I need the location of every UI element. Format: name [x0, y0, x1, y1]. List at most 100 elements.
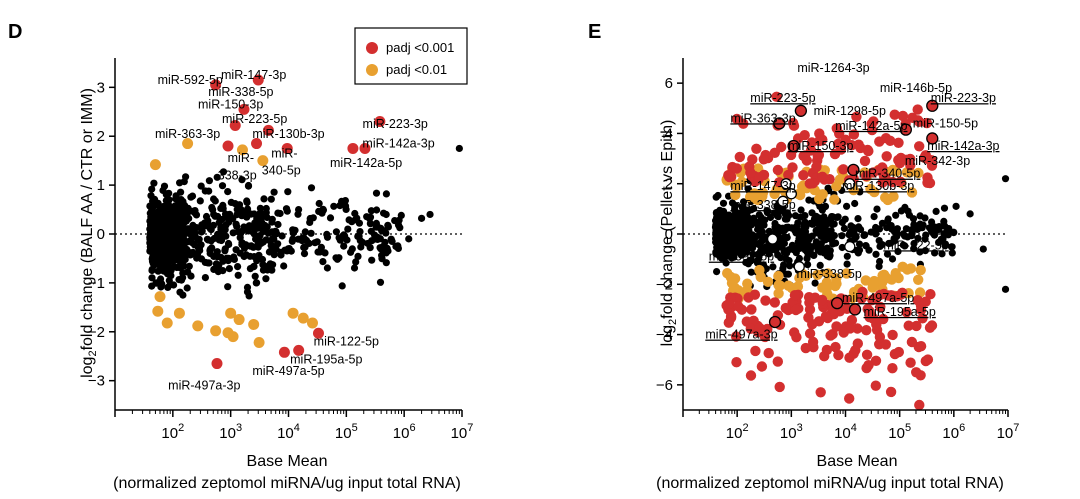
panel-e-xlabel-sub: (normalized zeptomol miRNA/ug input tota…: [656, 475, 1004, 492]
data-point-black: [306, 214, 314, 223]
data-point-black: [888, 255, 897, 263]
data-point-orange: [830, 280, 841, 292]
data-point-orange: [755, 271, 766, 283]
data-point-red: [924, 177, 936, 189]
data-point-red: [759, 331, 771, 343]
data-point-red: [312, 327, 324, 339]
data-point-black: [270, 188, 278, 196]
data-point-red: [374, 116, 386, 128]
panel-e-ylabel: log2fold change (Pellet vs Epith): [659, 120, 679, 347]
data-point-black: [719, 199, 728, 207]
data-point-red: [731, 357, 742, 368]
data-point-black: [205, 177, 213, 185]
data-point-red: [790, 304, 802, 316]
data-point-black: [179, 262, 188, 270]
data-point-red: [734, 151, 745, 163]
data-point-red: [789, 290, 801, 301]
data-point-red: [731, 163, 742, 174]
data-point-black: [194, 236, 202, 244]
data-point-black: [274, 220, 282, 229]
data-point-black: [713, 268, 721, 276]
data-point-black: [254, 243, 262, 251]
data-point-black: [816, 261, 824, 269]
data-point-black: [197, 182, 205, 190]
data-point-red: [926, 320, 938, 331]
data-point-black: [754, 240, 762, 248]
data-point-black: [894, 247, 902, 256]
data-point-red: [905, 160, 916, 171]
data-point-red: [920, 296, 931, 307]
data-point-black: [829, 240, 837, 248]
panel-d-xlabel: Base Mean: [247, 453, 328, 470]
data-point-black: [712, 217, 720, 225]
x-tick-base: 10: [161, 425, 178, 442]
data-point-black: [154, 199, 162, 207]
data-point-black: [899, 241, 907, 249]
data-point-red: [914, 399, 925, 411]
data-point-orange: [306, 317, 318, 329]
x-tick-exponent: 2: [178, 422, 184, 434]
data-point-red: [829, 148, 841, 160]
data-point-black: [169, 246, 177, 254]
data-point-black: [218, 182, 227, 190]
data-point-black: [170, 281, 178, 289]
data-point-black: [910, 239, 918, 248]
x-tick-base: 10: [219, 425, 236, 442]
annotation-label: miR-223-3p: [931, 91, 996, 105]
data-point-black: [735, 246, 743, 254]
data-point-black: [921, 235, 929, 243]
data-point-black: [931, 249, 939, 257]
data-point-orange: [762, 276, 774, 287]
data-point-black: [914, 234, 922, 242]
panel-letter-d: D: [8, 21, 22, 43]
data-point-black: [148, 274, 156, 282]
x-tick-label: 102: [726, 422, 749, 442]
data-point-black: [307, 229, 315, 237]
data-point-red: [748, 315, 759, 326]
x-tick-label: 103: [219, 422, 242, 442]
data-point-black: [872, 230, 880, 238]
data-point-black: [892, 211, 900, 219]
data-point-black: [730, 251, 738, 259]
data-point-red: [855, 142, 866, 154]
data-point-black: [804, 261, 812, 269]
data-point-black: [940, 217, 948, 225]
data-point-black: [295, 206, 303, 214]
data-point-red: [801, 155, 812, 166]
data-point-orange: [287, 307, 299, 319]
data-point-red: [874, 289, 886, 301]
data-point-black: [173, 263, 181, 272]
x-tick-base: 10: [277, 425, 294, 442]
data-point-red: [229, 119, 241, 131]
data-point-black: [282, 205, 291, 213]
y-tick-label: 1: [97, 177, 105, 194]
data-point-black: [177, 196, 185, 204]
data-point-red: [723, 298, 735, 309]
data-point-red: [870, 380, 881, 391]
data-point-black: [189, 207, 197, 215]
panel-d-ylabel: log2fold change (BALF AA / CTR or IMM): [79, 88, 99, 378]
y-tick-label: 0: [665, 226, 673, 243]
data-point-red: [846, 314, 858, 326]
data-point-black: [777, 226, 785, 234]
x-tick-label: 104: [277, 422, 300, 442]
annotation-label: miR-340-5p: [855, 167, 920, 181]
highlighted-point: [768, 315, 782, 329]
data-point-black: [160, 257, 168, 265]
data-point-red: [889, 109, 900, 120]
data-point-black: [803, 255, 811, 263]
data-point-black: [227, 198, 235, 206]
annotation-label: miR-: [228, 151, 254, 165]
annotation-label: miR-342-3p: [905, 154, 970, 168]
data-point-red: [919, 152, 930, 163]
panel-e-ylabel-rest: fold change (Pellet vs Epith): [659, 120, 676, 319]
data-point-black: [426, 210, 434, 219]
data-point-orange: [867, 282, 878, 293]
data-point-black: [148, 185, 156, 193]
data-point-black: [204, 235, 212, 243]
data-point-black: [246, 265, 254, 273]
data-point-black: [243, 288, 252, 296]
data-point-red: [887, 363, 898, 374]
